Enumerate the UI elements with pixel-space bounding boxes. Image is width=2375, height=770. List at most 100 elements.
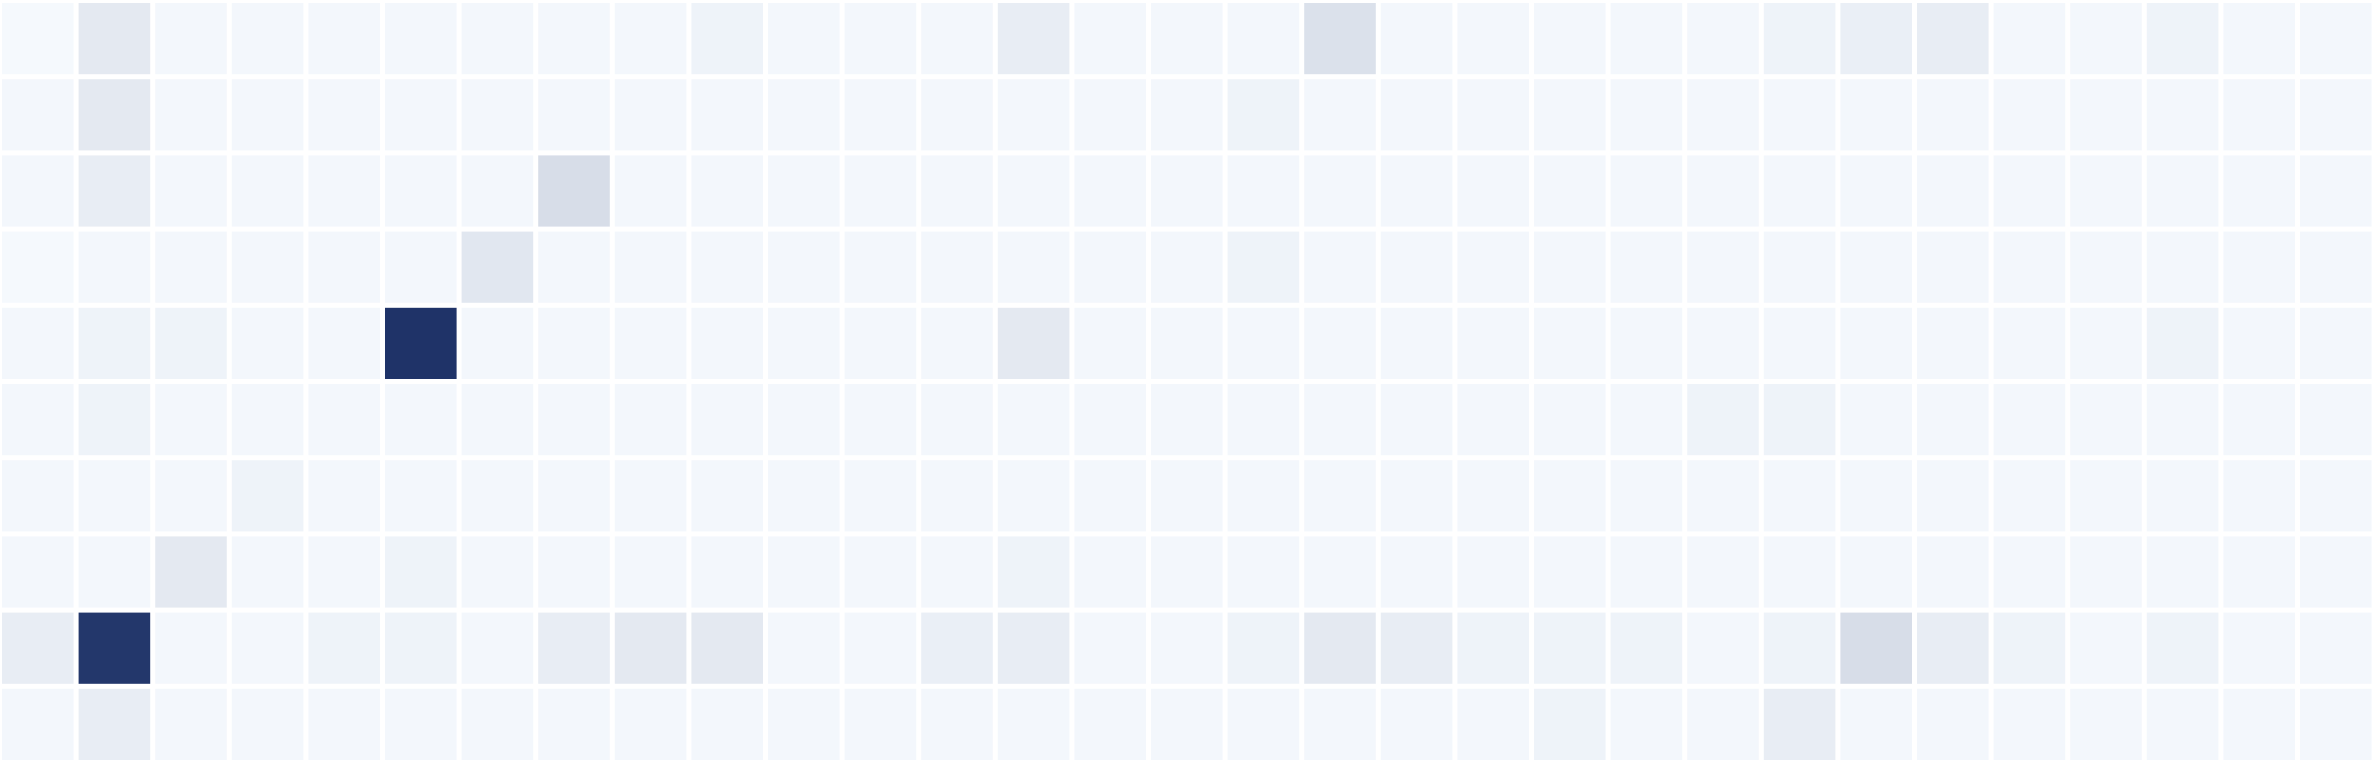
heatmap-cell-r4-c2: [155, 307, 227, 379]
heatmap-cell-r7-c19: [1457, 536, 1529, 608]
heatmap-cell-r2-c1: [78, 155, 151, 227]
heatmap-cell-r7-c23: [1763, 536, 1836, 608]
heatmap-cell-r8-c22: [1687, 612, 1759, 684]
heatmap-cell-r8-c21: [1610, 612, 1683, 684]
heatmap-cell-r4-c14: [1074, 307, 1146, 379]
heatmap-cell-r6-c19: [1457, 460, 1529, 532]
heatmap-cell-r0-c14: [1074, 3, 1146, 75]
heatmap-cell-r9-c9: [691, 688, 763, 760]
heatmap-cell-r9-c14: [1074, 688, 1146, 760]
heatmap-cell-r3-c25: [1917, 231, 1989, 303]
heatmap-cell-r2-c20: [1534, 155, 1606, 227]
heatmap-cell-r3-c10: [768, 231, 840, 303]
heatmap-cell-r8-c14: [1074, 612, 1146, 684]
heatmap-cell-r8-c29: [2223, 612, 2295, 684]
heatmap-cell-r8-c30: [2300, 612, 2372, 684]
heatmap-cell-r2-c27: [2070, 155, 2142, 227]
heatmap-cell-r1-c25: [1917, 79, 1989, 151]
heatmap-cell-r7-c24: [1840, 536, 1912, 608]
heatmap-cell-r6-c27: [2070, 460, 2142, 532]
heatmap-cell-r5-c14: [1074, 384, 1146, 456]
heatmap-cell-r8-c2: [155, 612, 227, 684]
heatmap-cell-r5-c3: [231, 384, 304, 456]
heatmap-cell-r7-c20: [1534, 536, 1606, 608]
heatmap-cell-r2-c12: [921, 155, 993, 227]
heatmap-cell-r5-c25: [1917, 384, 1989, 456]
heatmap-cell-r9-c24: [1840, 688, 1912, 760]
heatmap-cell-r8-c17: [1304, 612, 1376, 684]
heatmap-cell-r1-c13: [997, 79, 1070, 151]
heatmap-cell-r6-c10: [768, 460, 840, 532]
heatmap-cell-r1-c0: [2, 79, 74, 151]
heatmap-cell-r1-c2: [155, 79, 227, 151]
heatmap-cell-r2-c19: [1457, 155, 1529, 227]
heatmap-cell-r6-c14: [1074, 460, 1146, 532]
heatmap-cell-r0-c7: [538, 3, 610, 75]
heatmap-cell-r6-c25: [1917, 460, 1989, 532]
heatmap-cell-r5-c29: [2223, 384, 2295, 456]
heatmap-cell-r3-c12: [921, 231, 993, 303]
heatmap-cell-r1-c20: [1534, 79, 1606, 151]
heatmap-cell-r4-c3: [231, 307, 304, 379]
heatmap-cell-r2-c7: [538, 155, 610, 227]
heatmap-cell-r7-c2: [155, 536, 227, 608]
heatmap-cell-r8-c8: [614, 612, 687, 684]
heatmap-cell-r8-c15: [1151, 612, 1223, 684]
heatmap-cell-r2-c15: [1151, 155, 1223, 227]
heatmap-cell-r4-c27: [2070, 307, 2142, 379]
heatmap-cell-r2-c11: [844, 155, 917, 227]
heatmap-cell-r3-c3: [231, 231, 304, 303]
heatmap-cell-r1-c21: [1610, 79, 1683, 151]
heatmap-cell-r9-c15: [1151, 688, 1223, 760]
heatmap-cell-r0-c8: [614, 3, 687, 75]
heatmap-cell-r9-c1: [78, 688, 151, 760]
heatmap-cell-r7-c25: [1917, 536, 1989, 608]
heatmap-cell-r3-c23: [1763, 231, 1836, 303]
heatmap-cell-r7-c10: [768, 536, 840, 608]
heatmap-cell-r0-c26: [1993, 3, 2066, 75]
heatmap-cell-r3-c7: [538, 231, 610, 303]
heatmap-cell-r4-c22: [1687, 307, 1759, 379]
heatmap-cell-r0-c9: [691, 3, 763, 75]
heatmap-cell-r1-c24: [1840, 79, 1912, 151]
heatmap-cell-r7-c27: [2070, 536, 2142, 608]
heatmap-cell-r4-c9: [691, 307, 763, 379]
heatmap-cell-r8-c26: [1993, 612, 2066, 684]
heatmap-cell-r0-c22: [1687, 3, 1759, 75]
heatmap-cell-r5-c30: [2300, 384, 2372, 456]
heatmap-cell-r2-c5: [385, 155, 457, 227]
heatmap-cell-r4-c7: [538, 307, 610, 379]
heatmap-cell-r3-c18: [1380, 231, 1453, 303]
heatmap-cell-r3-c24: [1840, 231, 1912, 303]
heatmap-cell-r0-c27: [2070, 3, 2142, 75]
heatmap-cell-r9-c11: [844, 688, 917, 760]
heatmap-cell-r1-c19: [1457, 79, 1529, 151]
heatmap-cell-r8-c0: [2, 612, 74, 684]
heatmap-cell-r9-c5: [385, 688, 457, 760]
heatmap-cell-r7-c16: [1227, 536, 1300, 608]
heatmap-cell-r8-c16: [1227, 612, 1300, 684]
heatmap-cell-r5-c18: [1380, 384, 1453, 456]
heatmap-cell-r4-c19: [1457, 307, 1529, 379]
heatmap-cell-r3-c20: [1534, 231, 1606, 303]
heatmap-cell-r0-c18: [1380, 3, 1453, 75]
heatmap-cell-r4-c0: [2, 307, 74, 379]
heatmap-cell-r8-c1: [78, 612, 151, 684]
heatmap-cell-r2-c14: [1074, 155, 1146, 227]
heatmap-cell-r2-c10: [768, 155, 840, 227]
heatmap-cell-r8-c3: [231, 612, 304, 684]
heatmap-cell-r2-c0: [2, 155, 74, 227]
heatmap-cell-r9-c2: [155, 688, 227, 760]
heatmap-cell-r6-c22: [1687, 460, 1759, 532]
heatmap-cell-r5-c23: [1763, 384, 1836, 456]
heatmap-cell-r5-c24: [1840, 384, 1912, 456]
heatmap-cell-r0-c2: [155, 3, 227, 75]
heatmap-cell-r0-c23: [1763, 3, 1836, 75]
heatmap-cell-r5-c11: [844, 384, 917, 456]
heatmap-cell-r5-c15: [1151, 384, 1223, 456]
heatmap-cell-r0-c29: [2223, 3, 2295, 75]
heatmap-cell-r5-c5: [385, 384, 457, 456]
heatmap-cell-r6-c3: [231, 460, 304, 532]
heatmap-cell-r1-c4: [308, 79, 380, 151]
